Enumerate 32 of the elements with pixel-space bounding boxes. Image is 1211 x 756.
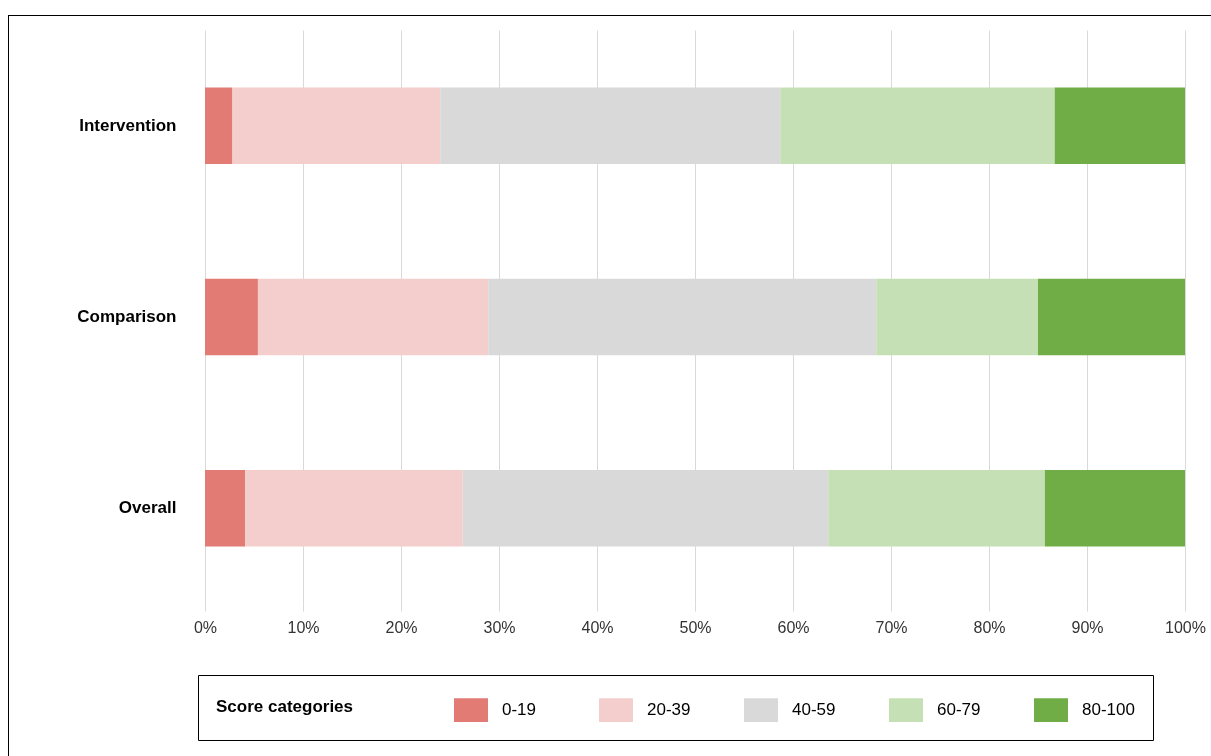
x-tick-label: 90%: [1071, 618, 1104, 636]
y-tick-label: Overall: [118, 498, 177, 518]
bar: [257, 278, 489, 356]
bar: [828, 470, 1045, 547]
x-tick-label: 30%: [483, 618, 516, 636]
bar: [205, 278, 258, 356]
bar: [780, 87, 1055, 164]
bar: [205, 87, 233, 164]
x-tick-label: 60%: [777, 618, 810, 636]
x-tick-label: 80%: [973, 618, 1006, 636]
bar: [1044, 470, 1185, 547]
x-tick-label: 50%: [679, 618, 712, 636]
bar: [876, 278, 1038, 356]
legend-label: 60-79: [937, 700, 981, 720]
x-tick-label: 70%: [875, 618, 908, 636]
bar: [1054, 87, 1185, 164]
bar: [1038, 278, 1185, 356]
bar: [232, 87, 441, 164]
legend-title: Score categories: [216, 697, 354, 716]
y-tick-label: Intervention: [79, 115, 177, 135]
x-tick-label: 10%: [287, 618, 320, 636]
x-tick-label: 100%: [1165, 618, 1206, 636]
bar: [205, 470, 246, 547]
legend-label: 40-59: [792, 700, 836, 720]
legend-label: 20-39: [647, 700, 691, 720]
x-tick-label: 0%: [193, 618, 218, 636]
x-tick-label: 40%: [581, 618, 614, 636]
bar: [245, 470, 463, 547]
x-tick-label: 20%: [385, 618, 418, 636]
y-tick-label: Comparison: [77, 307, 177, 326]
legend-label: 0-19: [502, 700, 537, 720]
legend-label: 80-100: [1082, 700, 1135, 720]
